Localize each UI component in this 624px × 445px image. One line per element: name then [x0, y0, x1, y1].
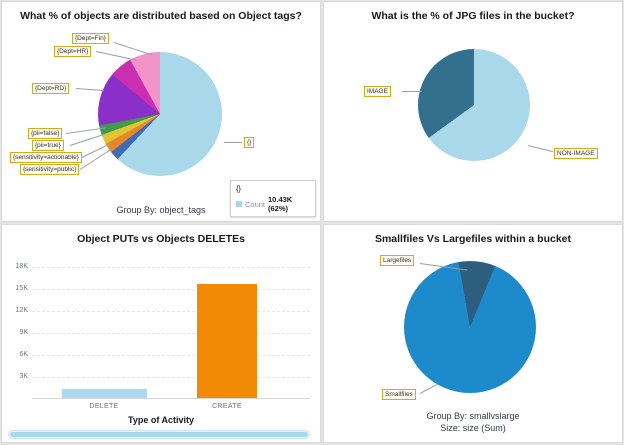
size-label: Size: size (Sum): [440, 423, 506, 433]
gridline: [32, 267, 310, 268]
y-tick: 9K: [19, 329, 28, 336]
gridline: [32, 355, 310, 356]
y-tick: 6K: [19, 351, 28, 358]
leader-line: [419, 383, 438, 394]
leader-line: [79, 149, 111, 170]
slice-label-pii-false: {pii=false}: [28, 128, 63, 139]
bar-create[interactable]: [197, 284, 257, 398]
leader-line: [224, 142, 242, 143]
tooltip-series: Count: [245, 199, 266, 209]
group-by-label: Group By: smallvslarge: [426, 411, 520, 421]
slice-label-image: IMAGE: [364, 86, 391, 97]
slice-label-largefiles: Largefiles: [380, 255, 415, 266]
y-tick: 12K: [15, 307, 28, 314]
gridline: [32, 289, 310, 290]
slice-label-smallfiles: Smallfiles: [382, 389, 416, 400]
bar-plot-area: [32, 267, 310, 399]
jpg-files-pie-chart[interactable]: [418, 49, 530, 161]
gridline: [32, 377, 310, 378]
gridline: [32, 333, 310, 334]
small-vs-large-pie-chart[interactable]: [404, 261, 536, 393]
count-swatch-icon: [236, 201, 242, 207]
object-tags-pie-chart[interactable]: [98, 52, 222, 176]
panel-puts-vs-deletes: Object PUTs vs Objects DELETEs 18K 15K 1…: [1, 224, 321, 443]
scrollbar-thumb[interactable]: [10, 432, 308, 437]
panel-small-vs-large: Smallfiles Vs Largefiles within a bucket…: [323, 224, 623, 443]
x-axis-title: Type of Activity: [127, 415, 194, 425]
panel-object-tags: What % of objects are distributed based …: [1, 1, 321, 222]
panel-title: Object PUTs vs Objects DELETEs: [77, 233, 245, 245]
y-tick: 15K: [15, 285, 28, 292]
leader-line: [402, 91, 422, 92]
slice-label-sensitivity-actionable: {sensitivity=actionable}: [10, 152, 82, 163]
slice-label-non-image: NON-IMAGE: [554, 148, 598, 159]
leader-line: [75, 88, 104, 91]
y-tick: 3K: [19, 373, 28, 380]
panel-title: What is the % of JPG files in the bucket…: [371, 10, 575, 22]
panel-jpg-files: What is the % of JPG files in the bucket…: [323, 1, 623, 222]
tooltip-legend: {} Count 10.43K (62%): [230, 180, 316, 217]
slice-label-sensitivity-public: {sensitivity=public}: [20, 164, 80, 175]
leader-line: [527, 145, 554, 153]
bar-delete[interactable]: [62, 389, 147, 398]
group-by-label: Group By: object_tags: [116, 205, 206, 215]
y-tick: 18K: [15, 263, 28, 270]
slice-label-dept-hr: {Dept=HR}: [54, 46, 92, 57]
horizontal-scrollbar[interactable]: [8, 430, 310, 439]
gridline: [32, 311, 310, 312]
tooltip-header: {}: [236, 184, 242, 193]
leader-line: [113, 42, 153, 56]
x-category-delete: DELETE: [89, 403, 119, 410]
leader-line: [95, 51, 138, 61]
slice-label-empty-tag: {}: [244, 137, 255, 148]
panel-title: Smallfiles Vs Largefiles within a bucket: [374, 233, 572, 245]
slice-label-dept-rd: {Dept=RD}: [32, 83, 70, 94]
slice-label-dept-fin: {Dept=Fin}: [72, 33, 109, 44]
leader-line: [69, 133, 107, 146]
x-category-create: CREATE: [212, 403, 242, 410]
slice-label-pii-true: {pii=true}: [32, 140, 64, 151]
panel-title: What % of objects are distributed based …: [20, 10, 302, 22]
tooltip-value: 10.43K (62%): [268, 195, 293, 213]
